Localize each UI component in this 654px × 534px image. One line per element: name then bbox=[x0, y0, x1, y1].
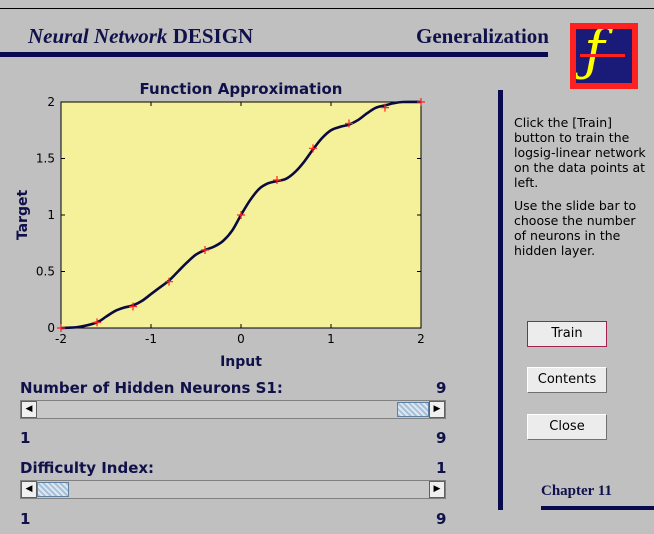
panel-divider bbox=[498, 90, 503, 510]
network-response-line bbox=[60, 100, 422, 330]
x-axis-label: Input bbox=[220, 354, 262, 370]
data-point bbox=[237, 211, 245, 219]
neurons-slider-thumb[interactable] bbox=[397, 402, 429, 417]
instructions-panel: Click the [Train] button to train the lo… bbox=[514, 115, 649, 266]
difficulty-slider-thumb[interactable] bbox=[37, 482, 69, 497]
data-point bbox=[201, 246, 209, 255]
data-point bbox=[165, 277, 173, 286]
neurons-slider-min: 1 bbox=[20, 429, 31, 447]
neurons-slider[interactable]: ◀ ▶ bbox=[20, 400, 446, 419]
chapter-label: Chapter 11 bbox=[541, 483, 612, 499]
y-axis-label: Target bbox=[15, 190, 31, 241]
train-button[interactable]: Train bbox=[527, 321, 607, 347]
logo-bar bbox=[580, 54, 625, 57]
neurons-slider-max: 9 bbox=[436, 429, 447, 447]
function-approximation-chart: Function Approximation Input Target -2 -1 0 1 2… bbox=[15, 80, 425, 370]
difficulty-slider[interactable]: ◀ ▶ bbox=[20, 480, 446, 499]
difficulty-slider-min: 1 bbox=[20, 510, 31, 528]
x-tick-label: -2 bbox=[55, 332, 67, 346]
y-tick-label: 1.5 bbox=[36, 152, 55, 166]
x-tick-label: 2 bbox=[417, 332, 425, 346]
data-point bbox=[129, 302, 137, 311]
y-tick-label: 0 bbox=[47, 321, 55, 335]
neurons-slider-label: Number of Hidden Neurons S1: bbox=[20, 379, 283, 397]
chart-title: Function Approximation bbox=[140, 80, 343, 98]
difficulty-slider-right-arrow-icon[interactable]: ▶ bbox=[429, 481, 445, 498]
data-point bbox=[57, 324, 65, 332]
data-point bbox=[93, 318, 101, 327]
difficulty-slider-max: 9 bbox=[436, 510, 447, 528]
instructions-train: Click the [Train] button to train the lo… bbox=[514, 115, 646, 190]
data-point bbox=[417, 98, 425, 106]
close-button[interactable]: Close bbox=[527, 414, 607, 440]
y-tick-label: 1 bbox=[47, 208, 55, 222]
logo-f-glyph-icon: ƒ bbox=[584, 29, 605, 79]
logo-field: ƒ bbox=[576, 29, 632, 83]
difficulty-slider-label: Difficulty Index: bbox=[20, 459, 155, 477]
data-point bbox=[273, 175, 281, 184]
x-tick-label: 0 bbox=[237, 332, 245, 346]
data-point bbox=[345, 119, 353, 128]
nnd-logo-icon: ƒ bbox=[570, 23, 638, 89]
instructions-slider: Use the slide bar to choose the number o… bbox=[514, 198, 637, 258]
contents-button[interactable]: Contents bbox=[527, 367, 607, 393]
chapter-rule bbox=[541, 506, 654, 510]
data-point bbox=[309, 144, 317, 153]
neurons-slider-right-arrow-icon[interactable]: ▶ bbox=[429, 401, 445, 418]
x-tick-label: 1 bbox=[327, 332, 335, 346]
y-tick-label: 2 bbox=[47, 95, 55, 109]
neurons-slider-value: 9 bbox=[436, 379, 447, 397]
header-rule bbox=[0, 52, 548, 57]
app-title: Neural Network DESIGN bbox=[28, 24, 253, 49]
difficulty-slider-left-arrow-icon[interactable]: ◀ bbox=[21, 481, 37, 498]
y-tick-label: 0.5 bbox=[36, 265, 55, 279]
top-border-line bbox=[0, 8, 654, 9]
difficulty-slider-value: 1 bbox=[436, 459, 447, 477]
x-tick-label: -1 bbox=[145, 332, 157, 346]
data-point bbox=[381, 103, 389, 112]
neurons-slider-left-arrow-icon[interactable]: ◀ bbox=[21, 401, 37, 418]
chapter-title: Generalization bbox=[416, 24, 549, 48]
app-title-italic: Neural Network bbox=[28, 24, 168, 48]
app-title-bold: DESIGN bbox=[172, 24, 254, 48]
